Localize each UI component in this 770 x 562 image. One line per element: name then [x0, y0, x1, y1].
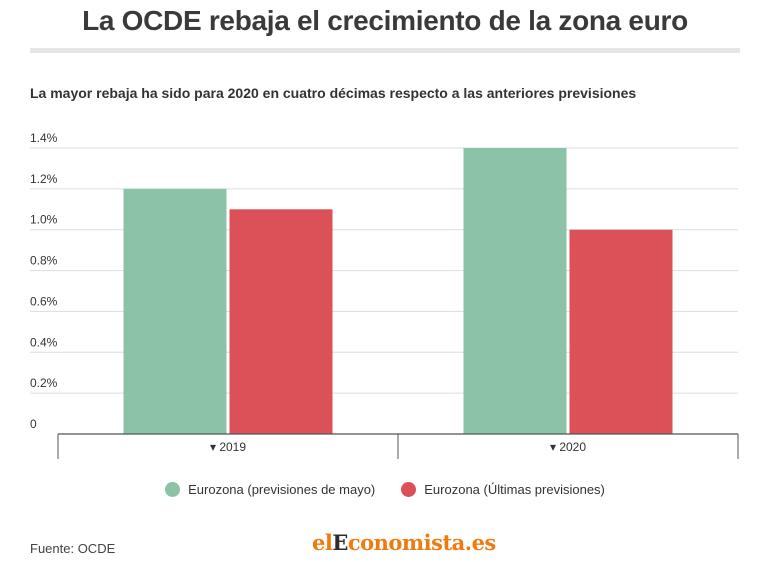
legend: Eurozona (previsiones de mayo) Eurozona … [0, 482, 770, 497]
legend-swatch-series-1 [165, 482, 181, 497]
y-tick-label: 0 [30, 417, 37, 431]
source-note: Fuente: OCDE [30, 541, 116, 556]
x-tick-label: ▾ 2019 [210, 440, 246, 454]
bar [123, 188, 227, 434]
legend-item-series-2[interactable]: Eurozona (Últimas previsiones) [401, 482, 605, 497]
publisher-logo: elEconomista.es [312, 530, 496, 555]
chart-title: La OCDE rebaja el crecimiento de la zona… [82, 5, 688, 36]
y-tick-label: 0.8% [30, 254, 58, 268]
bar [229, 209, 333, 434]
legend-label-series-1: Eurozona (previsiones de mayo) [188, 482, 376, 497]
legend-item-series-1[interactable]: Eurozona (previsiones de mayo) [165, 482, 375, 497]
y-tick-label: 1.0% [30, 213, 58, 227]
y-tick-label: 1.2% [30, 172, 58, 186]
y-tick-label: 0.4% [30, 335, 58, 349]
bar [463, 148, 567, 434]
y-tick-label: 1.4% [30, 131, 58, 145]
y-tick-label: 0.2% [30, 376, 58, 390]
legend-label-series-2: Eurozona (Últimas previsiones) [424, 482, 605, 497]
y-tick-label: 0.6% [30, 294, 58, 308]
title-divider [30, 48, 740, 53]
bar-chart: 0 0.2% 0.4% 0.6% 0.8% 1.0% 1.2% 1.4% ▾ 2019 ▾ 202… [30, 131, 739, 459]
x-tick-label: ▾ 2020 [550, 440, 586, 454]
chart-subtitle: La mayor rebaja ha sido para 2020 en cua… [30, 85, 637, 101]
legend-swatch-series-2 [401, 482, 417, 497]
bar [569, 229, 673, 434]
